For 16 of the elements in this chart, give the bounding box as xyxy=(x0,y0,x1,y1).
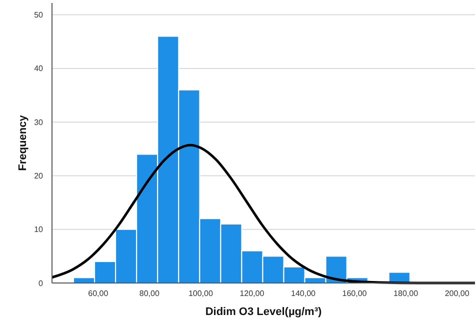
x-tick-label: 60,00 xyxy=(88,289,109,298)
x-tick-label: 200,00 xyxy=(444,289,470,298)
y-tick-label: 30 xyxy=(34,118,44,127)
y-tick-label: 40 xyxy=(34,64,44,74)
x-tick-label: 80,00 xyxy=(139,289,160,298)
x-tick-label: 180,00 xyxy=(394,289,419,298)
x-tick-label: 160,00 xyxy=(342,289,368,298)
x-tick-label: 100,00 xyxy=(188,289,214,298)
y-tick-label: 0 xyxy=(38,278,44,288)
x-tick-label: 140,00 xyxy=(291,289,316,298)
y-tick-label: 10 xyxy=(34,225,44,234)
x-tick-label: 120,00 xyxy=(240,289,265,298)
x-axis-title: Didim O3 Level(µg/m³) xyxy=(205,306,322,318)
y-tick-label: 50 xyxy=(34,10,44,20)
y-axis-title: Frequency xyxy=(17,114,29,171)
y-tick-label: 20 xyxy=(34,172,44,181)
